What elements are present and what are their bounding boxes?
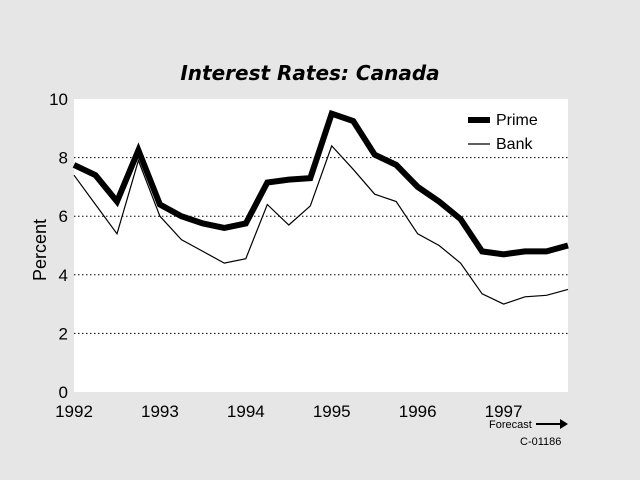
legend: Prime Bank: [468, 112, 538, 153]
x-tick-label: 1996: [399, 402, 437, 421]
forecast-annotation: Forecast C-01186: [489, 419, 568, 448]
x-tick-label: 1997: [485, 402, 523, 421]
legend-label-bank: Bank: [496, 136, 533, 153]
figure-code: C-01186: [520, 436, 561, 448]
y-tick-label: 4: [59, 266, 68, 285]
forecast-arrowhead-icon: [560, 419, 568, 429]
y-tick-label: 8: [59, 149, 68, 168]
legend-label-prime: Prime: [496, 112, 538, 129]
series-line-bank: [73, 144, 569, 305]
y-tick-label: 6: [59, 207, 68, 226]
x-tick-label: 1995: [313, 402, 351, 421]
series-line-prime: [72, 109, 569, 258]
series-group: [72, 109, 569, 305]
x-tick-label: 1994: [227, 402, 265, 421]
y-tick-label: 2: [59, 324, 68, 343]
x-tick-label: 1993: [141, 402, 179, 421]
y-axis-label: Percent: [30, 219, 50, 281]
y-tick-label: 10: [49, 90, 68, 109]
x-tick-labels: 1992 1993 1994 1995 1996 1997: [55, 402, 522, 421]
forecast-label: Forecast: [489, 419, 532, 431]
chart-title: Interest Rates: Canada: [180, 61, 439, 85]
x-tick-label: 1992: [55, 402, 93, 421]
y-tick-label: 0: [59, 383, 68, 402]
y-tick-labels: 0 2 4 6 8 10: [49, 90, 68, 402]
